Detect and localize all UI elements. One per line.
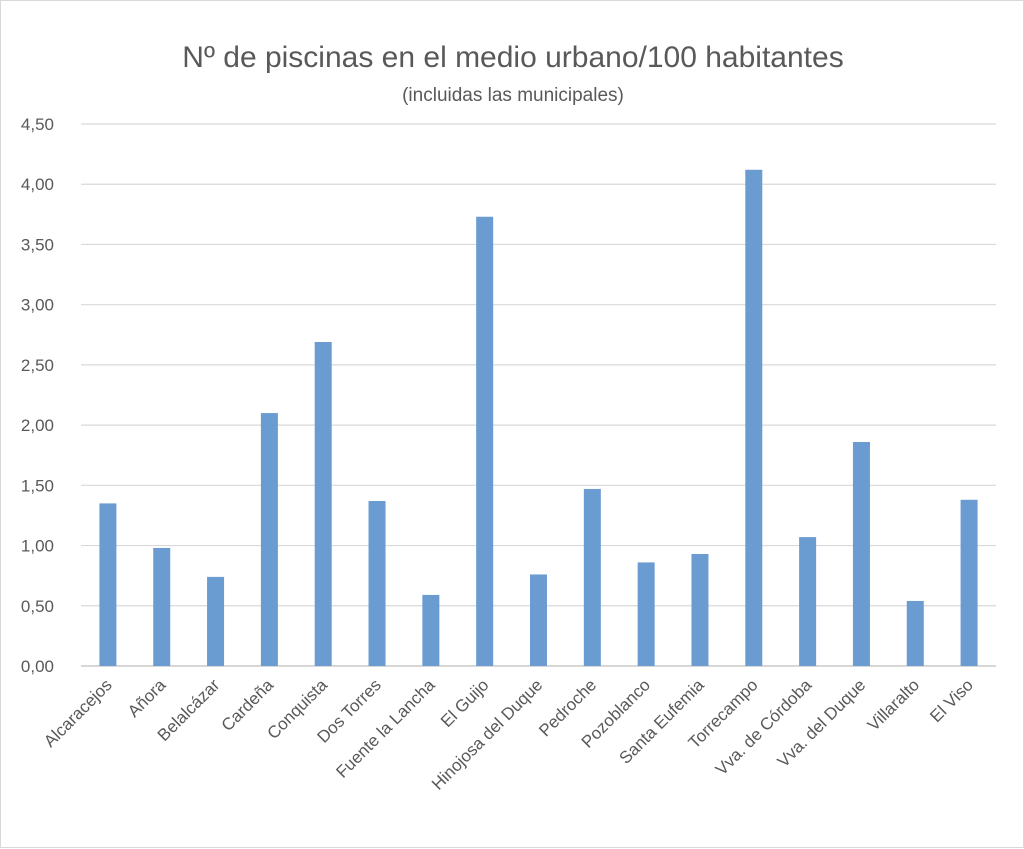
y-tick-label: 0,00: [21, 657, 54, 676]
bar: [99, 503, 117, 666]
bar: [799, 537, 817, 666]
x-tick-label: El Guijo: [437, 675, 493, 731]
bar: [745, 169, 763, 666]
y-tick-label: 1,00: [21, 537, 54, 556]
bar: [153, 547, 171, 666]
x-tick-label: Alcaracejos: [40, 675, 116, 751]
bar: [476, 216, 494, 666]
bar: [207, 576, 225, 666]
bar: [960, 499, 978, 666]
x-tick-label: El Viso: [926, 675, 977, 726]
y-tick-label: 4,00: [21, 175, 54, 194]
y-tick-label: 4,50: [21, 115, 54, 134]
bar: [691, 553, 709, 666]
bar: [583, 488, 601, 666]
chart-title: Nº de piscinas en el medio urbano/100 ha…: [182, 41, 844, 74]
chart-subtitle: (incluidas las municipales): [402, 85, 624, 106]
bar: [852, 441, 870, 666]
bar: [260, 413, 278, 666]
bar: [530, 574, 547, 666]
x-tick-label: Añora: [124, 675, 170, 721]
y-tick-label: 1,50: [21, 476, 54, 495]
bar: [422, 594, 440, 666]
x-tick-label: Villaralto: [864, 675, 923, 734]
bar: [906, 600, 924, 666]
y-tick-label: 3,00: [21, 296, 54, 315]
x-tick-label: Vva. de Córdoba: [712, 675, 816, 779]
y-tick-label: 2,50: [21, 356, 54, 375]
y-tick-label: 2,00: [21, 416, 54, 435]
y-tick-label: 0,50: [21, 597, 54, 616]
x-tick-label: Fuente la Lancha: [332, 675, 439, 782]
bar: [368, 500, 386, 666]
bar: [637, 562, 655, 666]
y-tick-label: 3,50: [21, 235, 54, 254]
bar: [314, 342, 332, 666]
